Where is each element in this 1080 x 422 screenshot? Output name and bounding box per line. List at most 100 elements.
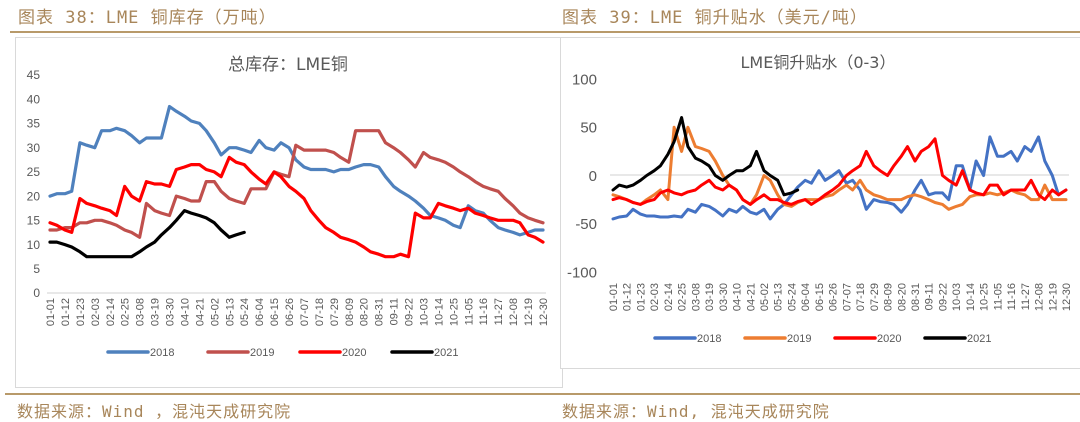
x-tick-label: 05-13 (224, 298, 236, 326)
y-tick-label: 0 (589, 168, 597, 185)
x-tick-label: 06-15 (269, 298, 281, 326)
y-tick-label: 25 (27, 165, 41, 179)
right-figure-title: 图表 39：LME 铜升贴水（美元/吨） (562, 8, 868, 28)
lme-copper-inventory-chart: 总库存：LME铜 0 5 10 15 20 25 30 35 40 45 01-01 01-12 01-… (27, 55, 550, 359)
source-rule (5, 393, 1080, 395)
y-tick-label: -100 (567, 264, 597, 281)
x-tick-label: 06-26 (284, 298, 296, 326)
y-tick-label: 0 (33, 286, 40, 300)
series-line-2018 (611, 135, 1068, 221)
left-source: 数据来源：Wind ，混沌天成研究院 (17, 402, 292, 421)
x-tick-label: 02-25 (120, 298, 132, 326)
x-tick-label: 11-05 (463, 298, 475, 325)
x-tick-label: 07-18 (855, 283, 867, 311)
legend-label-2019: 2019 (787, 333, 811, 345)
left-title-rule (10, 31, 558, 33)
x-tick-label: 01-12 (622, 283, 634, 311)
x-tick-label: 02-03 (649, 283, 661, 311)
x-tick-label: 04-10 (179, 298, 191, 326)
x-tick-label: 02-03 (90, 298, 102, 326)
x-tick-label: 10-03 (418, 298, 430, 326)
x-tick-label: 11-16 (1006, 283, 1018, 310)
x-tick-label: 12-19 (523, 298, 535, 326)
x-tick-label: 08-20 (359, 298, 371, 326)
x-tick-label: 04-21 (194, 298, 206, 326)
y-tick-label: 15 (27, 214, 41, 228)
right-title-rule (558, 31, 1080, 33)
legend-label-2019: 2019 (250, 347, 274, 359)
x-tick-label: 05-24 (239, 298, 251, 326)
x-tick-label: 12-30 (538, 298, 550, 326)
y-tick-label: 5 (33, 262, 40, 276)
x-tick-label: 06-04 (800, 283, 812, 311)
x-tick-label: 11-27 (493, 298, 505, 325)
y-tick-label: 50 (580, 120, 597, 137)
y-tick-label: -50 (575, 216, 597, 233)
y-tick-label: 30 (27, 141, 41, 155)
x-tick-label: 01-23 (635, 283, 647, 311)
x-tick-label: 09-22 (937, 283, 949, 311)
series-line-2020 (48, 155, 545, 259)
x-tick-label: 06-04 (254, 298, 266, 326)
series-line-2020 (611, 137, 1068, 206)
series-line-2021 (48, 209, 246, 259)
x-tick-label: 04-10 (732, 283, 744, 311)
legend-label-2021: 2021 (434, 347, 458, 359)
y-tick-label: 40 (27, 92, 41, 106)
x-tick-label: 05-02 (209, 298, 221, 326)
x-tick-label: 11-27 (1020, 283, 1032, 310)
x-tick-label: 03-08 (690, 283, 702, 311)
x-tick-label: 03-19 (150, 298, 162, 326)
x-tick-label: 07-18 (314, 298, 326, 326)
legend-label-2020: 2020 (342, 347, 366, 359)
x-tick-label: 12-08 (1034, 283, 1046, 311)
x-tick-label: 06-15 (814, 283, 826, 311)
x-tick-label: 03-30 (165, 298, 177, 326)
x-tick-label: 09-11 (924, 283, 936, 310)
x-tick-label: 11-16 (478, 298, 490, 325)
legend-label-2018: 2018 (697, 333, 721, 345)
x-tick-label: 10-14 (965, 283, 977, 311)
x-tick-label: 08-31 (910, 283, 922, 311)
x-tick-label: 05-13 (773, 283, 785, 311)
right-source: 数据来源：Wind, 混沌天成研究院 (562, 402, 830, 421)
x-tick-label: 10-25 (448, 298, 460, 326)
series-line-2018 (48, 104, 545, 237)
x-tick-label: 08-31 (374, 298, 386, 326)
x-tick-label: 07-07 (841, 283, 853, 311)
x-tick-label: 10-03 (951, 283, 963, 311)
x-tick-label: 04-21 (745, 283, 757, 311)
x-tick-label: 09-22 (404, 298, 416, 326)
x-tick-label: 03-30 (718, 283, 730, 311)
y-tick-label: 20 (27, 189, 41, 203)
x-tick-label: 08-09 (344, 298, 356, 326)
y-tick-label: 10 (27, 238, 41, 252)
legend-label-2021: 2021 (967, 333, 991, 345)
x-tick-label: 09-11 (389, 298, 401, 325)
x-tick-label: 02-25 (677, 283, 689, 311)
x-tick-label: 01-01 (608, 283, 620, 311)
x-tick-label: 07-29 (329, 298, 341, 326)
y-tick-label: 100 (572, 71, 597, 88)
x-tick-label: 07-29 (869, 283, 881, 311)
x-tick-label: 03-19 (704, 283, 716, 311)
chart-title: 总库存：LME铜 (228, 55, 348, 75)
series-line-2021 (611, 116, 800, 197)
x-tick-label: 12-08 (508, 298, 520, 326)
x-tick-label: 01-01 (45, 298, 57, 326)
series-line-2019 (611, 125, 1068, 211)
y-tick-label: 35 (27, 117, 41, 131)
x-tick-label: 07-07 (299, 298, 311, 326)
x-tick-label: 12-30 (1061, 283, 1073, 311)
chart-title: LME铜升贴水（0-3） (741, 53, 896, 72)
legend-label-2018: 2018 (150, 347, 174, 359)
x-tick-label: 12-19 (1047, 283, 1059, 311)
x-tick-label: 08-20 (896, 283, 908, 311)
x-tick-label: 08-09 (883, 283, 895, 311)
x-tick-label: 03-08 (135, 298, 147, 326)
legend-label-2020: 2020 (877, 333, 901, 345)
x-tick-label: 11-05 (992, 283, 1004, 310)
x-tick-label: 10-14 (433, 298, 445, 326)
y-tick-label: 45 (27, 68, 41, 82)
